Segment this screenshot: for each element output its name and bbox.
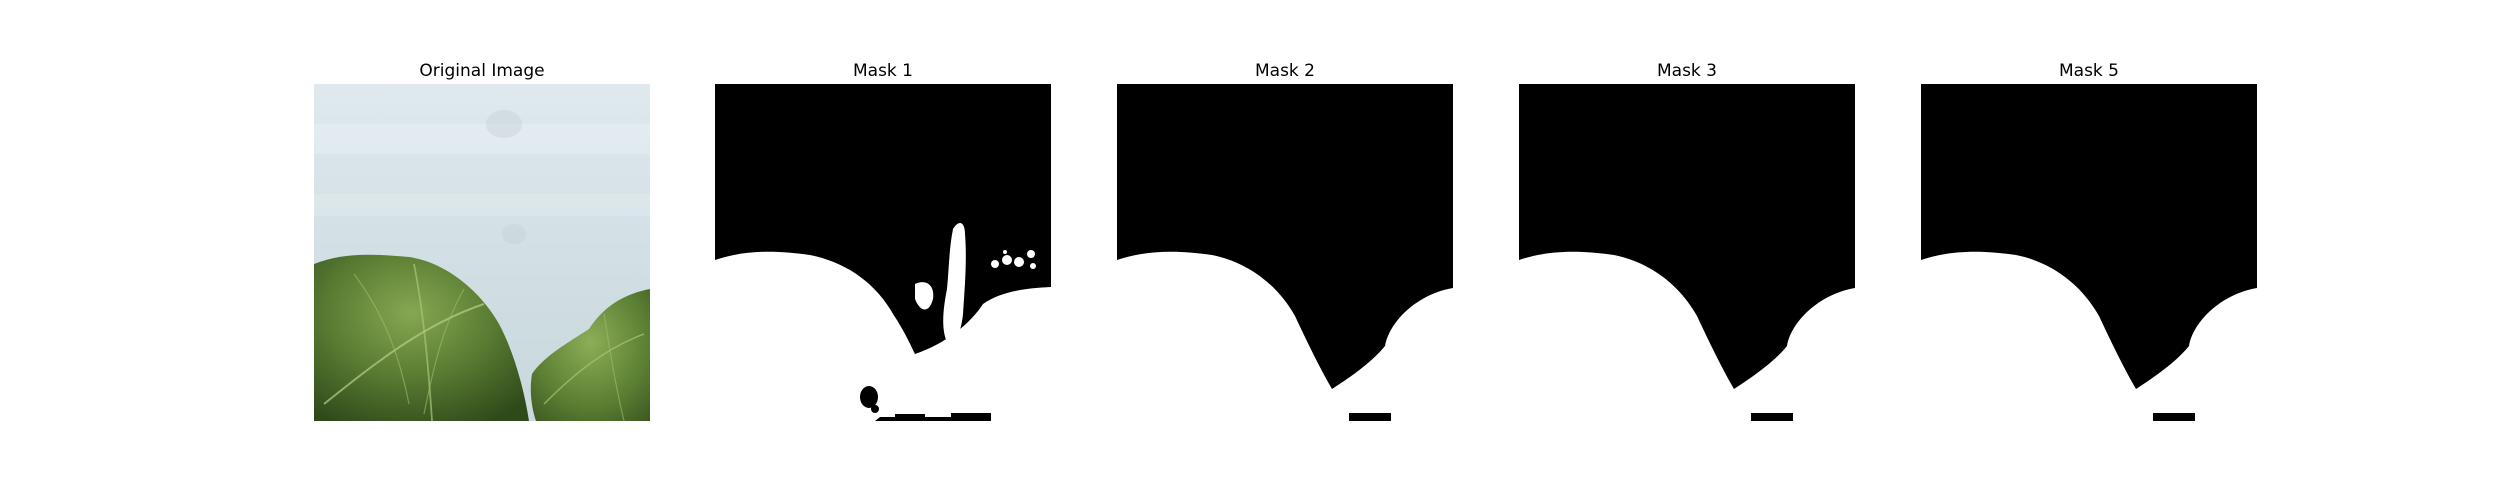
- panel-mask-2: Mask 2: [1117, 0, 1453, 500]
- mask-image: [1117, 84, 1453, 421]
- panel-title: Mask 2: [1254, 61, 1315, 81]
- mask-image: [715, 84, 1051, 421]
- panel-title: Mask 1: [852, 61, 913, 81]
- panel-mask-3: Mask 3: [1519, 0, 1855, 500]
- mask-image: [1921, 84, 2257, 421]
- panel-title: Original Image: [419, 61, 545, 81]
- panel-mask-5: Mask 5: [1921, 0, 2257, 500]
- original-image: [314, 84, 650, 421]
- mask-image: [1519, 84, 1855, 421]
- panel-original-image: Original Image: [314, 0, 650, 500]
- panel-mask-1: Mask 1: [715, 0, 1051, 500]
- panel-title: Mask 5: [2058, 61, 2119, 81]
- panel-title: Mask 3: [1656, 61, 1717, 81]
